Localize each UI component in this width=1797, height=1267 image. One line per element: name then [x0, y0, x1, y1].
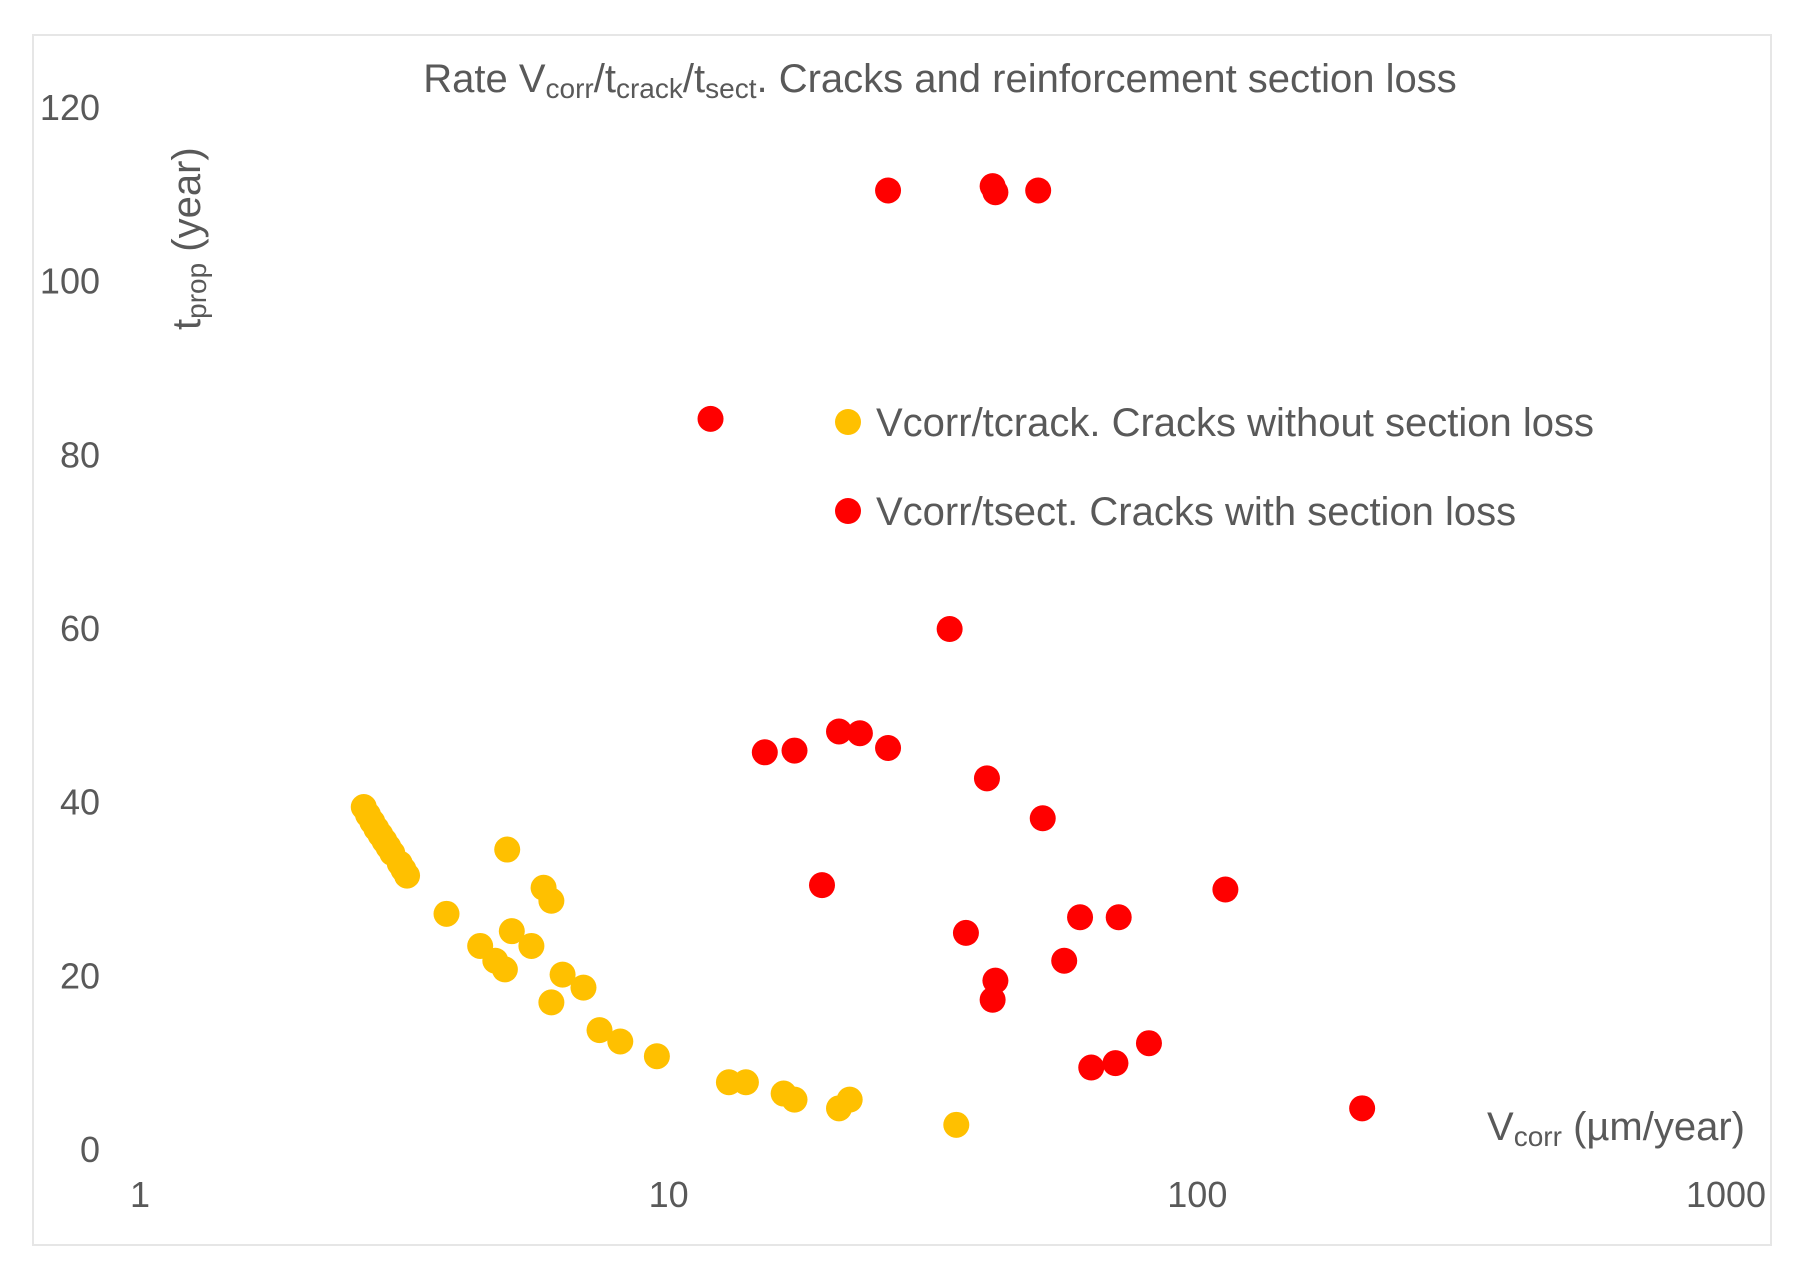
- y-axis-label: tprop (year): [165, 147, 212, 330]
- y-tick-label: 20: [60, 955, 100, 996]
- point-red: [875, 734, 902, 761]
- ylabel-part-2: (year): [165, 147, 209, 263]
- point-yellow: [394, 862, 421, 889]
- x-tick-label: 100: [1167, 1174, 1227, 1215]
- x-tick-label: 1: [130, 1174, 150, 1215]
- title-part-4: /t: [683, 57, 705, 101]
- point-red: [1135, 1030, 1162, 1057]
- point-red: [697, 405, 724, 432]
- point-red: [1025, 177, 1052, 204]
- title-part-2: /t: [594, 57, 616, 101]
- point-red: [875, 177, 902, 204]
- title-part-5: sect: [705, 73, 757, 104]
- legend-label-1: Vcorr/tsect. Cracks with section loss: [876, 490, 1516, 534]
- point-red: [1102, 1050, 1129, 1077]
- point-yellow: [518, 932, 545, 959]
- point-yellow: [570, 974, 597, 1001]
- y-tick-label: 100: [40, 261, 100, 302]
- y-tick-label: 120: [40, 87, 100, 128]
- ylabel-part-0: t: [165, 319, 209, 330]
- legend-marker-yellow: [835, 409, 861, 435]
- title-part-6: . Cracks and reinforcement section loss: [756, 57, 1456, 101]
- point-red: [808, 872, 835, 899]
- point-red: [1067, 904, 1094, 931]
- point-yellow: [943, 1111, 970, 1138]
- point-red: [781, 737, 808, 764]
- x-tick-label: 10: [649, 1174, 689, 1215]
- point-red: [751, 739, 778, 766]
- point-yellow: [498, 918, 525, 945]
- chart-title: Rate Vcorr/tcrack/tsect. Cracks and rein…: [423, 57, 1457, 104]
- title-part-0: Rate V: [423, 57, 546, 101]
- x-tick-label: 1000: [1686, 1174, 1766, 1215]
- point-red: [846, 720, 873, 747]
- point-yellow: [538, 989, 565, 1016]
- point-red: [1212, 876, 1239, 903]
- point-yellow: [643, 1043, 670, 1070]
- point-yellow: [836, 1086, 863, 1113]
- point-yellow: [781, 1086, 808, 1113]
- xlabel-part-2: (µm/year): [1562, 1105, 1745, 1149]
- point-yellow: [732, 1069, 759, 1096]
- point-red: [1349, 1095, 1376, 1122]
- title-part-3: crack: [616, 73, 684, 104]
- title-part-1: corr: [546, 73, 594, 104]
- xlabel-part-1: corr: [1514, 1121, 1562, 1152]
- point-red: [979, 986, 1006, 1013]
- plot-area: [140, 108, 1726, 1150]
- point-yellow: [538, 887, 565, 914]
- data-points: [350, 173, 1376, 1138]
- point-red: [1105, 904, 1132, 931]
- ylabel-part-1: prop: [181, 263, 212, 319]
- legend-marker-red: [835, 498, 861, 524]
- point-yellow: [494, 836, 521, 863]
- legend: Vcorr/tcrack. Cracks without section los…: [835, 401, 1594, 534]
- y-axis-ticks: 0 20 40 60 80 100 120: [40, 87, 100, 1170]
- point-red: [952, 919, 979, 946]
- xlabel-part-0: V: [1487, 1105, 1514, 1149]
- point-yellow: [549, 961, 576, 988]
- point-red: [1029, 805, 1056, 832]
- point-yellow: [586, 1017, 613, 1044]
- y-tick-label: 80: [60, 434, 100, 475]
- y-tick-label: 60: [60, 608, 100, 649]
- point-red: [936, 616, 963, 642]
- point-red: [973, 765, 1000, 792]
- point-yellow: [491, 956, 518, 983]
- point-red: [826, 718, 853, 745]
- point-yellow: [607, 1028, 634, 1055]
- y-tick-label: 40: [60, 782, 100, 823]
- point-red: [982, 179, 1009, 206]
- x-axis-ticks: 1 10 100 1000: [130, 1174, 1766, 1215]
- point-red: [1078, 1054, 1105, 1081]
- point-red: [982, 967, 1009, 994]
- legend-label-0: Vcorr/tcrack. Cracks without section los…: [876, 401, 1594, 445]
- x-axis-label: Vcorr (µm/year): [1487, 1105, 1745, 1152]
- point-red: [1051, 947, 1078, 974]
- point-yellow: [433, 900, 460, 927]
- y-tick-label: 0: [80, 1129, 100, 1170]
